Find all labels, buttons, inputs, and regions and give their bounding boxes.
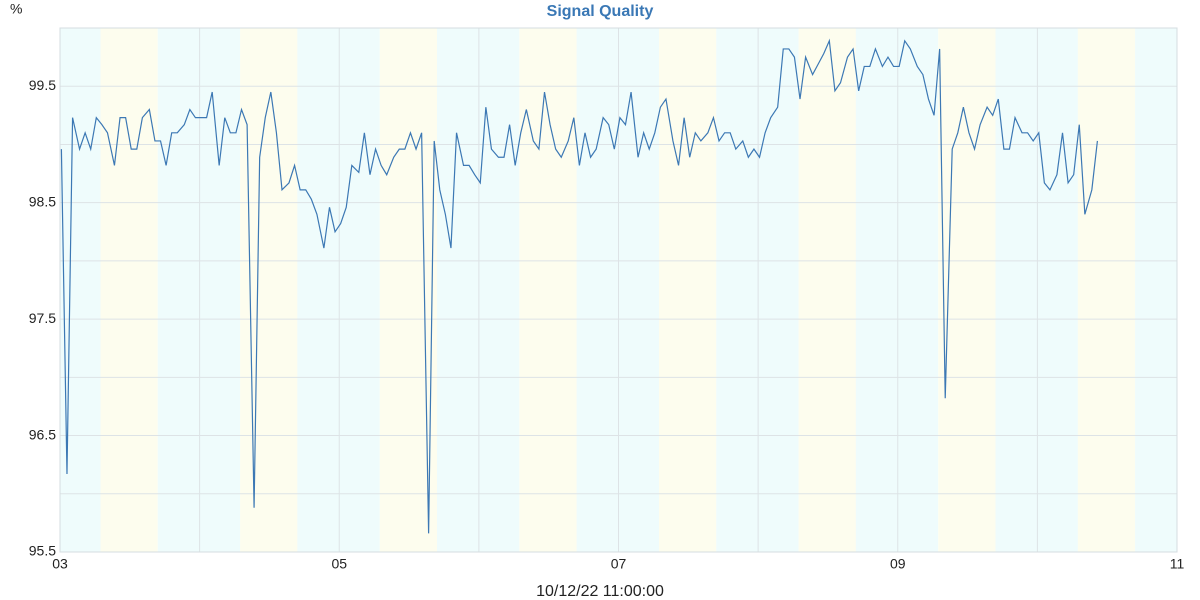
y-tick-label: 95.5 [29, 543, 56, 559]
y-unit: % [10, 1, 22, 17]
background-band [855, 28, 898, 552]
background-band [1135, 28, 1177, 552]
background-band [436, 28, 479, 552]
y-tick-label: 99.5 [29, 77, 56, 93]
x-axis-label: 10/12/22 11:00:00 [536, 583, 664, 600]
background-band [339, 28, 380, 552]
background-band [100, 28, 158, 552]
x-tick-label: 03 [52, 556, 68, 572]
background-band [758, 28, 799, 552]
background-band [240, 28, 298, 552]
background-band [199, 28, 241, 552]
background-band [519, 28, 577, 552]
background-band [1037, 28, 1078, 552]
background-band [897, 28, 939, 552]
background-band [379, 28, 437, 552]
x-tick-label: 11 [1170, 556, 1185, 572]
background-band [995, 28, 1038, 552]
background-band [60, 28, 101, 552]
x-tick-label: 05 [331, 556, 347, 572]
x-tick-label: 07 [611, 556, 627, 572]
background-band [478, 28, 520, 552]
y-tick-label: 97.5 [29, 310, 56, 326]
data-line [60, 38, 1099, 534]
plot-border [59, 27, 1178, 553]
y-tick-label: 96.5 [29, 426, 56, 442]
background-band [576, 28, 619, 552]
background-band [297, 28, 340, 552]
chart-title: Signal Quality [547, 3, 654, 20]
background-band [798, 28, 856, 552]
background-band [157, 28, 200, 552]
background-band [618, 28, 659, 552]
background-band [716, 28, 759, 552]
x-tick-label: 09 [890, 556, 906, 572]
background-band [1077, 28, 1136, 552]
y-tick-label: 98.5 [29, 193, 56, 209]
